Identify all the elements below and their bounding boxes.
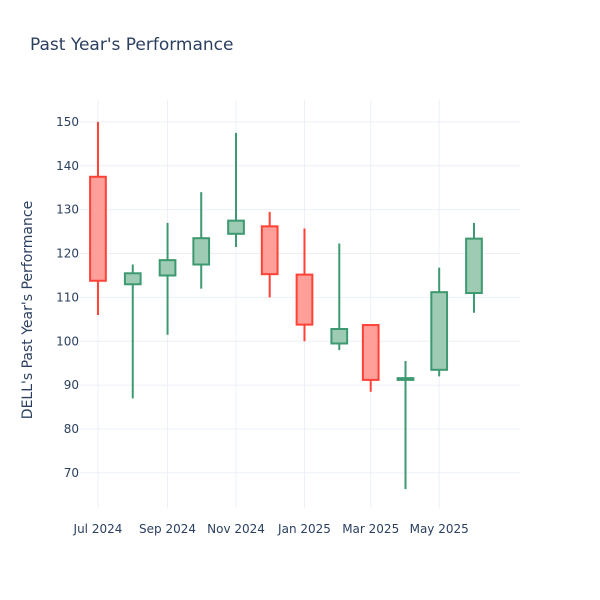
y-tick-label: 140 bbox=[56, 159, 79, 173]
y-tick-label: 110 bbox=[56, 290, 79, 304]
y-tick-label: 130 bbox=[56, 203, 79, 217]
candle-body bbox=[260, 225, 279, 276]
candle-body bbox=[227, 219, 245, 235]
candle-body bbox=[295, 273, 314, 326]
candle-body bbox=[465, 237, 483, 295]
x-tick-label: Nov 2024 bbox=[207, 522, 265, 536]
candle-increasing[interactable] bbox=[227, 132, 245, 247]
candle-body bbox=[430, 291, 449, 371]
chart-title: Past Year's Performance bbox=[30, 35, 234, 55]
x-tick-label: Jan 2025 bbox=[277, 522, 331, 536]
y-tick-label: 70 bbox=[64, 466, 79, 480]
y-axis-title: DELL's Past Year's Performance bbox=[20, 201, 36, 419]
candle-increasing[interactable] bbox=[430, 267, 449, 377]
y-tick-label: 150 bbox=[56, 115, 79, 129]
candle-decreasing[interactable] bbox=[89, 121, 107, 315]
candle-increasing[interactable] bbox=[123, 264, 142, 399]
axis-ticks: 70 80 90 100 110 120 130 140 150 Jul 2024 Sep 2024… bbox=[56, 115, 469, 536]
candle-body bbox=[361, 324, 380, 381]
candle-body bbox=[330, 328, 349, 345]
candle-body bbox=[192, 237, 211, 266]
y-tick-label: 120 bbox=[56, 247, 79, 261]
x-tick-label: May 2025 bbox=[410, 522, 469, 536]
candle-increasing[interactable] bbox=[465, 222, 483, 313]
candle-increasing[interactable] bbox=[192, 192, 211, 289]
y-tick-label: 100 bbox=[56, 334, 79, 348]
x-tick-label: Mar 2025 bbox=[342, 522, 399, 536]
y-tick-label: 90 bbox=[64, 378, 79, 392]
candle-body bbox=[123, 272, 142, 286]
x-tick-label: Jul 2024 bbox=[73, 522, 123, 536]
candle-decreasing[interactable] bbox=[260, 211, 279, 298]
candle-increasing[interactable] bbox=[396, 361, 415, 490]
candles bbox=[89, 121, 483, 490]
y-tick-label: 80 bbox=[64, 422, 79, 436]
x-tick-label: Sep 2024 bbox=[139, 522, 196, 536]
candle-body bbox=[158, 259, 177, 277]
candle-body bbox=[89, 175, 107, 282]
candle-increasing[interactable] bbox=[330, 243, 349, 351]
candle-increasing[interactable] bbox=[158, 222, 177, 335]
candle-body bbox=[396, 377, 415, 381]
candle-decreasing[interactable] bbox=[361, 324, 380, 392]
candle-decreasing[interactable] bbox=[295, 228, 314, 342]
